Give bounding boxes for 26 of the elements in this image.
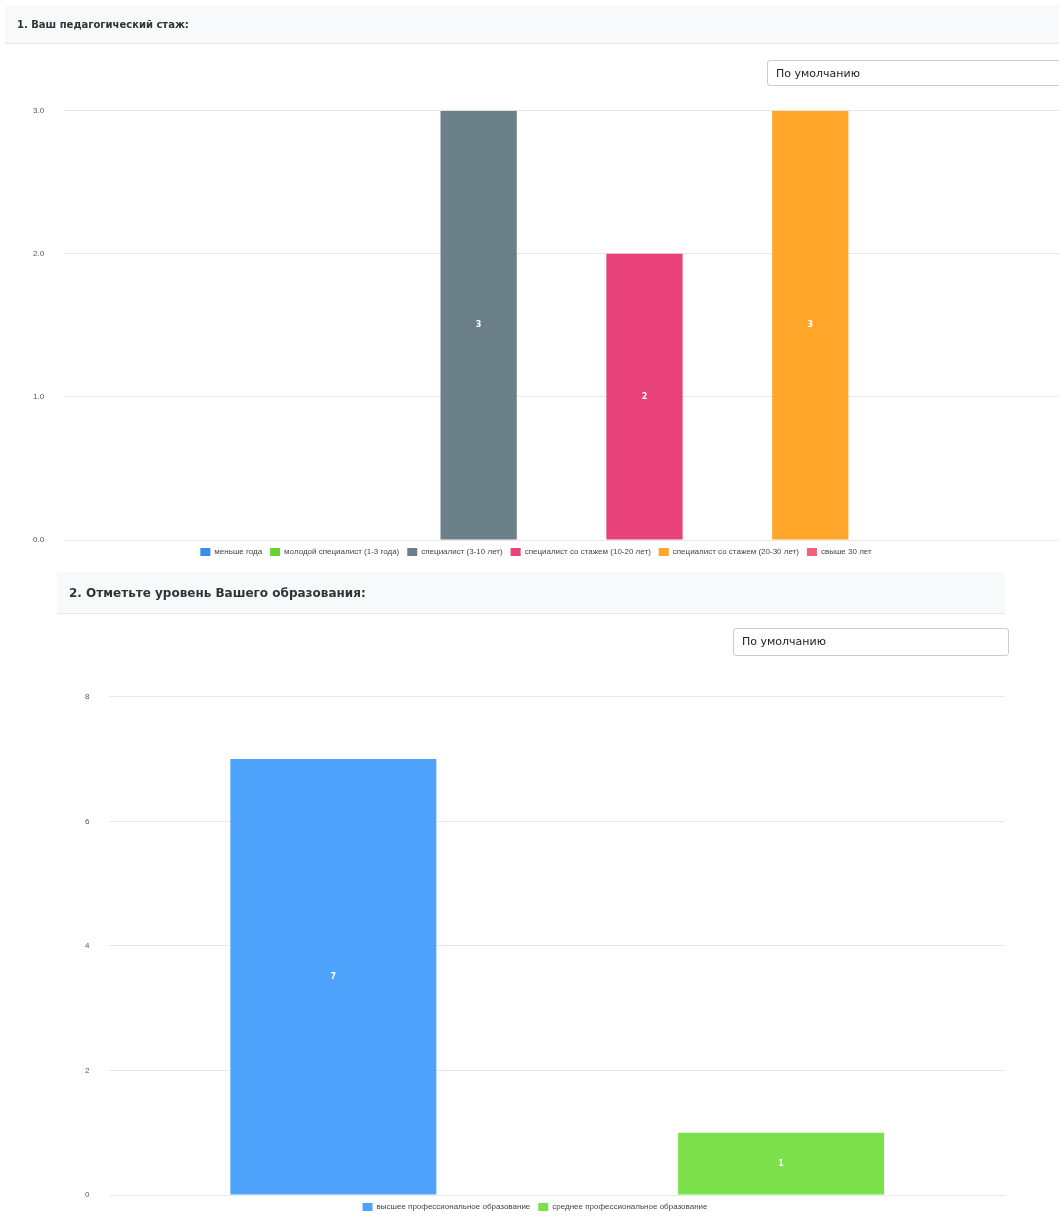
y-tick-label: 2.0 [33,249,45,259]
legend-label: специалист со стажем (10-20 лет) [524,547,652,557]
y-tick-label: 0.0 [33,535,45,545]
y-tick-label: 0 [85,1190,90,1200]
chart-title: 2. Отметьте уровень Вашего образования: [57,572,1005,614]
y-tick-label: 1.0 [33,392,45,402]
legend-label: свыше 30 лет [820,547,872,557]
y-tick-label: 3.0 [33,106,45,115]
legend-label: среднее профессиональное образование [552,1202,709,1212]
data-label: 7 [330,971,337,981]
legend-label: меньше года [214,547,263,557]
y-tick-label: 2 [85,1065,90,1075]
data-label: 3 [807,320,814,330]
chart-title: 1. Ваш педагогический стаж: [5,6,1059,44]
dropdown: По умолчанию [767,60,1059,86]
legend-label: специалист (3-10 лет) [421,547,503,557]
y-tick-label: 8 [85,692,90,701]
dropdown: По умолчанию [733,628,1009,656]
legend-label: молодой специалист (1-3 года) [284,547,400,557]
data-label: 2 [641,391,648,401]
data-label: 1 [778,1158,785,1168]
data-label: 3 [475,320,482,330]
y-tick-label: 6 [85,816,90,826]
y-tick-label: 4 [85,941,90,951]
legend-label: высшее профессиональное образование [376,1202,531,1212]
legend-label: специалист со стажем (20-30 лет) [672,547,800,557]
